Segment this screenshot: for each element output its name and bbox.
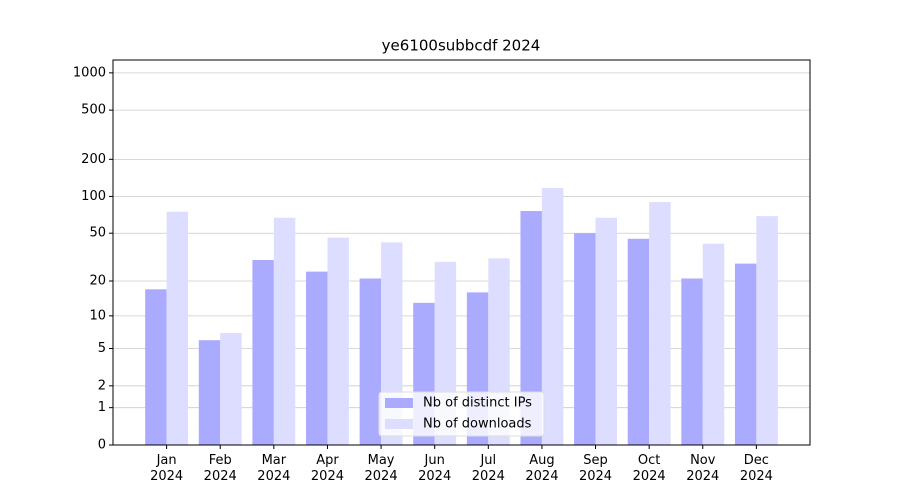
y-tick-label: 2	[98, 378, 106, 393]
bar	[327, 237, 349, 445]
y-tick-label: 10	[89, 308, 106, 323]
x-tick-label: Jul 2024	[471, 453, 505, 484]
x-tick-label: Nov 2024	[686, 453, 720, 484]
y-tick-label: 0	[98, 438, 106, 453]
x-tick-label: Sep 2024	[578, 453, 613, 484]
x-tick-label: Dec 2024	[739, 453, 773, 484]
legend-box	[378, 391, 545, 437]
bar	[574, 233, 596, 445]
bar	[681, 278, 703, 445]
bar	[306, 271, 328, 445]
bar	[627, 238, 650, 445]
y-tick-label: 20	[89, 274, 106, 289]
y-tick-label: 1000	[73, 65, 106, 80]
x-tick-label: Aug 2024	[525, 453, 559, 484]
legend-label: Nb of distinct IPs	[423, 396, 532, 411]
y-tick-label: 100	[81, 189, 106, 204]
bar	[198, 340, 221, 445]
y-tick-label: 200	[81, 152, 106, 167]
bar	[145, 289, 167, 445]
y-tick-label: 50	[89, 226, 106, 241]
plot-frame	[112, 59, 811, 446]
bar	[220, 332, 242, 445]
y-tick-label: 500	[81, 103, 106, 118]
bar	[756, 216, 778, 445]
bar	[273, 217, 296, 445]
x-tick-label: Jan 2024	[150, 453, 184, 484]
x-tick-label: Feb 2024	[203, 453, 237, 484]
bar	[252, 260, 274, 445]
bar	[520, 211, 542, 445]
bar	[166, 211, 189, 445]
legend-swatch	[385, 419, 413, 429]
bar	[649, 202, 671, 445]
bar	[595, 217, 617, 445]
x-tick-label: Jun 2024	[418, 453, 452, 484]
bar	[541, 188, 564, 445]
legend-swatch	[385, 398, 413, 408]
bar	[734, 263, 757, 445]
bar	[359, 278, 382, 445]
y-tick-label: 1	[98, 400, 106, 415]
x-tick-label: May 2024	[364, 453, 398, 484]
x-tick-label: Apr 2024	[310, 453, 344, 484]
y-tick-label: 5	[98, 341, 106, 356]
x-tick-label: Mar 2024	[257, 453, 291, 484]
chart-title: ye6100subbcdf 2024	[382, 37, 541, 55]
x-tick-label: Oct 2024	[632, 453, 666, 484]
bar	[702, 243, 725, 445]
legend-label: Nb of downloads	[423, 417, 532, 432]
